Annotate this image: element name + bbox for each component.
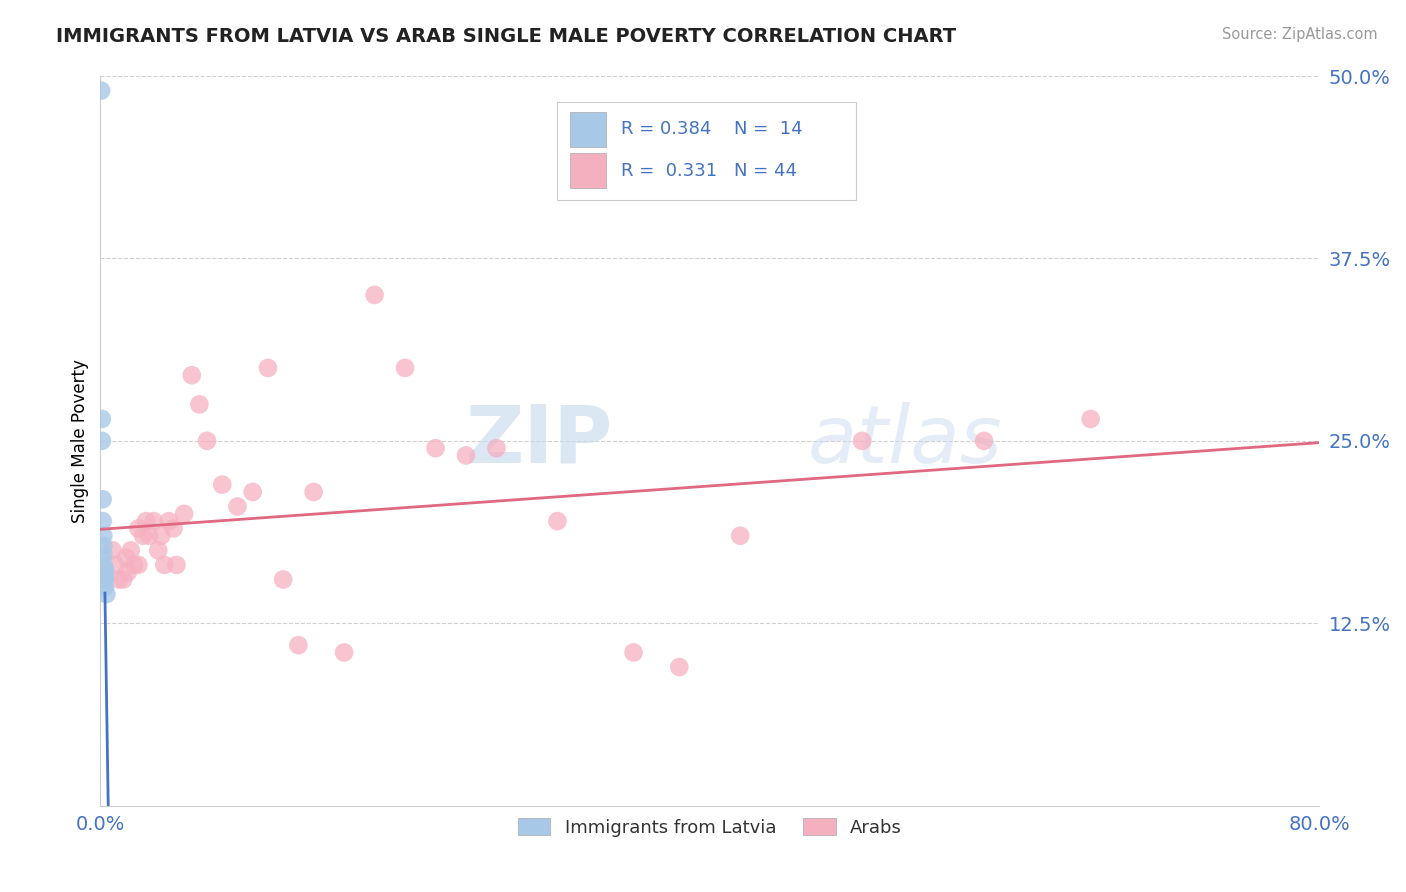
- FancyBboxPatch shape: [557, 102, 856, 200]
- Point: [211, 477, 233, 491]
- Point: [122, 558, 145, 572]
- Point: [271, 573, 294, 587]
- Text: N =  14: N = 14: [734, 120, 803, 138]
- Point: [127, 558, 149, 572]
- Point: [173, 507, 195, 521]
- Point: [287, 638, 309, 652]
- Point: [132, 529, 155, 543]
- Point: [454, 449, 477, 463]
- Point: [333, 645, 356, 659]
- Point: [195, 434, 218, 448]
- Point: [728, 529, 751, 543]
- Point: [91, 514, 114, 528]
- Point: [363, 288, 385, 302]
- Point: [157, 514, 180, 528]
- Point: [142, 514, 165, 528]
- Point: [1080, 412, 1102, 426]
- Point: [150, 529, 173, 543]
- Point: [91, 492, 114, 507]
- Point: [93, 529, 115, 543]
- Point: [104, 558, 127, 572]
- Text: IMMIGRANTS FROM LATVIA VS ARAB SINGLE MALE POVERTY CORRELATION CHART: IMMIGRANTS FROM LATVIA VS ARAB SINGLE MA…: [56, 27, 956, 45]
- Point: [226, 500, 249, 514]
- Point: [93, 548, 115, 562]
- Point: [101, 543, 124, 558]
- Point: [394, 360, 416, 375]
- Text: R =  0.331: R = 0.331: [621, 161, 717, 180]
- Point: [546, 514, 568, 528]
- Point: [90, 434, 112, 448]
- Point: [138, 529, 160, 543]
- Y-axis label: Single Male Poverty: Single Male Poverty: [72, 359, 89, 523]
- Point: [90, 412, 112, 426]
- Point: [180, 368, 202, 383]
- Point: [107, 573, 129, 587]
- Text: R = 0.384: R = 0.384: [621, 120, 711, 138]
- Point: [120, 543, 142, 558]
- Point: [94, 580, 117, 594]
- Point: [93, 539, 115, 553]
- Point: [148, 543, 170, 558]
- Point: [668, 660, 690, 674]
- Legend: Immigrants from Latvia, Arabs: Immigrants from Latvia, Arabs: [510, 811, 910, 844]
- Text: N = 44: N = 44: [734, 161, 797, 180]
- Point: [973, 434, 995, 448]
- Point: [425, 441, 447, 455]
- Point: [94, 573, 117, 587]
- Point: [166, 558, 188, 572]
- Point: [188, 397, 211, 411]
- Bar: [569, 112, 606, 147]
- Bar: [569, 153, 606, 188]
- Point: [162, 521, 184, 535]
- Point: [112, 573, 135, 587]
- Point: [94, 568, 117, 582]
- Point: [623, 645, 645, 659]
- Point: [153, 558, 176, 572]
- Point: [90, 84, 112, 98]
- Point: [117, 565, 139, 579]
- Point: [302, 485, 325, 500]
- Point: [115, 550, 138, 565]
- Point: [96, 587, 118, 601]
- Point: [135, 514, 157, 528]
- Point: [257, 360, 280, 375]
- Text: Source: ZipAtlas.com: Source: ZipAtlas.com: [1222, 27, 1378, 42]
- Point: [242, 485, 264, 500]
- Point: [127, 521, 149, 535]
- Point: [851, 434, 873, 448]
- Text: ZIP: ZIP: [465, 402, 612, 480]
- Point: [94, 562, 117, 576]
- Point: [93, 558, 115, 572]
- Point: [485, 441, 508, 455]
- Text: atlas: atlas: [807, 402, 1002, 480]
